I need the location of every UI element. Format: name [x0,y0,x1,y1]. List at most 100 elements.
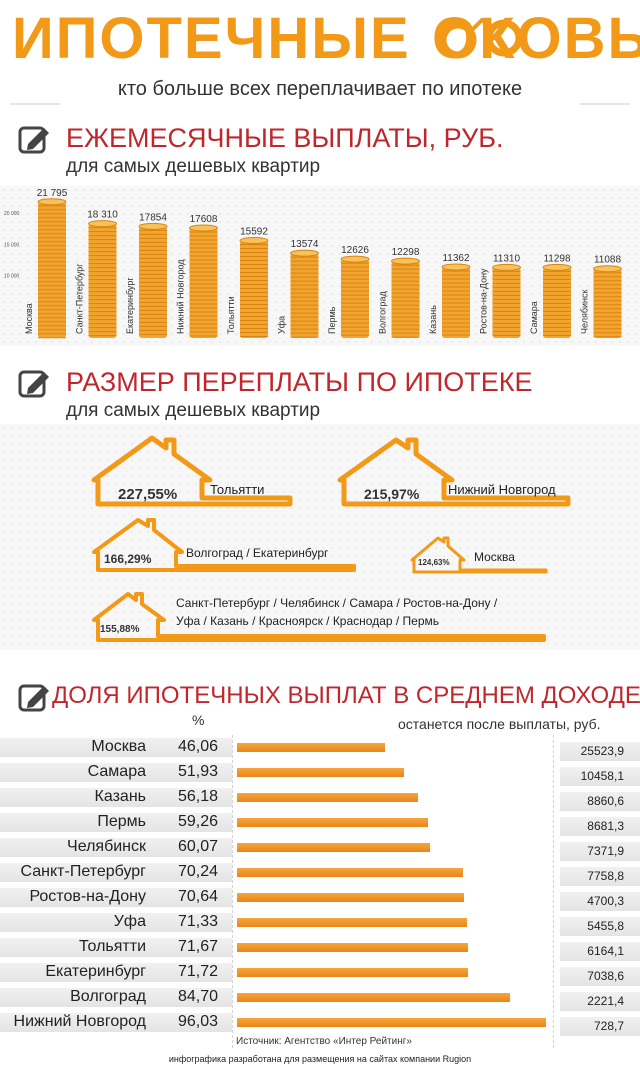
share-percent: 60,07 [178,838,219,855]
coin-stack-bar [37,198,67,339]
section-title: РАЗМЕР ПЕРЕПЛАТЫ ПО ИПОТЕКЕ [66,367,533,397]
house-percent: 227,55% [118,486,178,503]
pencil-icon [18,370,49,398]
bar-value-label: 11088 [594,255,622,266]
share-bar [237,968,468,977]
house-percent: 215,97% [364,486,420,502]
coin-stack-bar [239,237,269,338]
share-percent: 70,64 [178,888,219,905]
coin-stack-bar [340,255,370,338]
city-name: Тольятти [79,938,146,955]
section-monthly-payments: ЕЖЕМЕСЯЧНЫЕ ВЫПЛАТЫ, РУБ. для самых деше… [18,122,638,182]
bar-category-label: Челябинск [580,290,590,334]
remaining-amount: 728,7 [593,1019,624,1033]
coin-stack-bar [542,263,572,338]
city-name: Нижний Новгород [13,1013,146,1030]
share-percent: 71,72 [178,963,219,980]
share-bar [237,893,465,902]
coin-stack-bar [88,220,117,338]
share-percent: 96,03 [178,1013,219,1030]
coin-stack-bar [391,257,420,338]
share-bar [237,818,428,827]
section-overpayment: РАЗМЕР ПЕРЕПЛАТЫ ПО ИПОТЕКЕ для самых де… [18,366,638,426]
bar-area [232,735,554,1048]
row-background [560,942,640,961]
city-name: Волгоград [70,988,146,1005]
row-background [560,742,640,761]
remaining-amount: 2221,4 [587,994,624,1008]
remaining-amount: 7758,8 [587,869,624,883]
house-city: Нижний Новгород [448,482,556,497]
row-background [560,967,640,986]
row-background [560,792,640,811]
row-background [0,938,232,957]
share-bar [237,843,431,852]
coin-stack-bar [593,265,622,338]
coin-stack-bar [492,263,521,338]
infographic-subtitle: кто больше всех переплачивает по ипотеке [117,78,523,100]
house-city: Москва [474,550,515,564]
share-percent: 84,70 [178,988,219,1005]
share-bar [237,868,464,877]
coin-stack-bar [189,224,218,338]
bar-category-label: Екатеринбург [125,277,135,334]
house-city: Волгоград / Екатеринбург [186,546,329,560]
bar-category-label: Уфа [277,316,287,334]
remaining-amount: 6164,1 [587,944,624,958]
remaining-amount: 8681,3 [587,819,624,833]
bar-category-label: Казань [428,305,438,334]
share-bar [237,743,386,752]
house-icon [410,536,548,574]
remaining-amount: 7038,6 [587,969,624,983]
row-background [560,892,640,911]
row-background [0,788,232,807]
bar-value-label: 15592 [240,227,268,238]
y-tick-label: 10 000 [4,274,20,280]
row-background [0,813,232,832]
city-name: Уфа [113,913,146,930]
share-percent: 71,67 [178,938,219,955]
house-percent: 155,88% [100,624,140,635]
bar-category-label: Москва [24,303,34,334]
house-other-cities: 155,88% Санкт-Петербург / Челябинск / Са… [92,590,552,644]
percent-header: % [192,712,205,728]
bar-category-label: Тольятти [226,296,236,334]
y-tick-label: 15 000 [4,242,20,248]
share-percent: 71,33 [178,913,219,930]
share-percent: 46,06 [178,738,219,755]
share-bar [237,918,467,927]
footer-credit: инфографика разработана для размещения н… [168,1054,472,1064]
share-bar [237,993,510,1002]
title-part1: ИПОТЕЧНЫЕ [12,6,411,71]
divider [580,103,630,105]
coin-stack-bar [290,249,319,338]
share-bar [237,793,418,802]
bar-category-label: Пермь [327,306,337,334]
house-percent: 124,63% [418,558,450,567]
divider [10,103,60,105]
remaining-amount: 5455,8 [587,919,624,933]
section-title: ЕЖЕМЕСЯЧНЫЕ ВЫПЛАТЫ, РУБ. [66,123,504,153]
house-icon [92,592,546,642]
bar-value-label: 12298 [392,247,420,258]
row-background [560,1017,640,1036]
row-background [560,817,640,836]
city-name: Челябинск [67,838,146,855]
section-subtitle: для самых дешевых квартир [66,156,321,177]
share-percent: 59,26 [178,813,219,830]
bar-value-label: 13574 [291,239,319,250]
bar-value-label: 21 795 [37,188,68,199]
row-background [0,888,232,907]
share-bar [237,1018,547,1027]
remaining-amount: 10458,1 [580,769,624,783]
bar-value-label: 12626 [341,245,369,256]
share-bar [237,768,405,777]
row-background [560,842,640,861]
city-name: Самара [87,763,146,780]
title-part2: ОКОВЫ [432,6,640,71]
city-name: Казань [94,788,146,805]
row-background [0,963,232,982]
monthly-payments-chart: 20 000 15 000 10 000 21 795 Москва 18 310 Санк… [4,188,622,339]
bar-category-label: Санкт-Петербург [75,263,85,334]
house-icon [337,437,571,507]
